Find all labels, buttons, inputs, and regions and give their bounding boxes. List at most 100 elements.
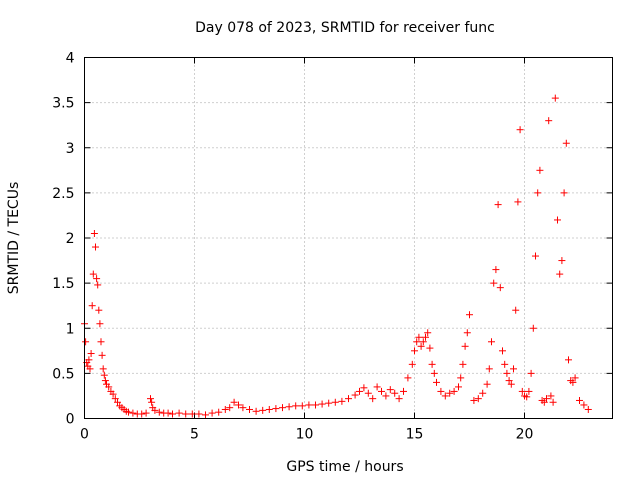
data-point	[558, 257, 566, 265]
data-point	[545, 117, 553, 125]
data-point	[503, 369, 511, 377]
data-point	[386, 386, 394, 394]
data-point	[413, 338, 421, 346]
data-point	[373, 383, 381, 391]
data-point	[496, 284, 504, 292]
data-point	[525, 387, 533, 395]
data-point	[422, 333, 429, 341]
data-point	[148, 398, 156, 406]
data-point	[571, 374, 579, 382]
data-point	[88, 302, 96, 310]
data-point	[501, 360, 509, 368]
data-point	[514, 198, 522, 206]
x-tick-label: 10	[296, 427, 314, 443]
data-point	[86, 365, 94, 373]
y-tick-label: 1.5	[52, 276, 74, 292]
data-point	[474, 395, 482, 403]
data-point	[584, 405, 592, 413]
data-point	[90, 229, 98, 237]
data-point	[549, 398, 557, 406]
data-point	[554, 216, 561, 224]
data-point	[226, 404, 234, 412]
data-point	[98, 351, 106, 359]
data-point	[534, 189, 542, 197]
data-point	[312, 401, 319, 409]
data-point	[252, 407, 260, 415]
data-point	[182, 410, 190, 418]
data-point	[580, 401, 588, 409]
data-point	[516, 126, 524, 134]
plot-frame	[84, 57, 613, 419]
data-point	[356, 387, 363, 395]
data-point	[395, 395, 403, 403]
data-point	[382, 392, 390, 400]
data-point	[360, 384, 368, 392]
data-point	[331, 398, 339, 406]
data-point	[415, 333, 423, 341]
data-point	[518, 387, 526, 395]
data-point	[272, 405, 280, 413]
data-point	[147, 395, 154, 403]
data-point	[155, 408, 163, 416]
data-point	[105, 383, 113, 391]
data-point	[466, 311, 473, 319]
data-point	[338, 397, 346, 405]
data-point	[446, 389, 454, 397]
x-tick-label: 15	[406, 427, 424, 443]
data-point	[351, 391, 359, 399]
data-point	[536, 166, 544, 174]
data-point	[95, 306, 103, 314]
data-point	[411, 347, 418, 355]
data-point	[138, 410, 146, 418]
data-point	[265, 405, 273, 413]
data-point	[457, 374, 465, 382]
data-point	[298, 402, 306, 410]
data-point	[424, 329, 432, 337]
y-tick-label: 3.5	[52, 96, 74, 112]
data-point	[455, 383, 462, 391]
data-point	[97, 338, 105, 346]
data-point	[562, 139, 570, 147]
data-point	[235, 401, 242, 409]
y-tick-label: 4	[66, 51, 75, 67]
data-point	[512, 306, 520, 314]
data-point	[369, 395, 377, 403]
data-point	[246, 405, 253, 413]
data-point	[99, 365, 107, 373]
data-point	[195, 410, 203, 418]
data-point	[125, 408, 132, 416]
data-point	[428, 360, 436, 368]
data-point	[479, 389, 487, 397]
x-tick-label: 20	[516, 427, 534, 443]
data-point	[364, 389, 372, 397]
data-point	[129, 409, 137, 417]
y-axis-label: SRMTID / TECUs	[6, 182, 22, 295]
y-tick-label: 2.5	[52, 186, 74, 202]
data-point	[169, 410, 176, 418]
data-point	[151, 406, 159, 414]
y-tick-label: 3	[66, 141, 75, 157]
data-point	[565, 356, 572, 364]
data-point	[400, 387, 407, 395]
data-point	[188, 410, 196, 418]
chart-title: Day 078 of 2023, SRMTID for receiver fun…	[195, 20, 495, 36]
data-point	[259, 406, 267, 414]
x-tick-label: 5	[190, 427, 199, 443]
y-tick-label: 2	[66, 231, 75, 247]
data-point	[494, 201, 502, 209]
data-point	[111, 395, 119, 403]
data-point	[89, 270, 97, 278]
y-tick-label: 0	[66, 412, 75, 428]
grid	[84, 57, 613, 419]
data-point	[540, 398, 548, 406]
x-tick-label: 0	[80, 427, 89, 443]
data-point	[437, 387, 445, 395]
data-point	[417, 342, 425, 350]
data-point	[433, 378, 440, 386]
data-point	[510, 365, 517, 373]
data-point	[441, 392, 449, 400]
x-axis-label: GPS time / hours	[286, 459, 403, 475]
data-point	[547, 392, 555, 400]
data-point	[527, 369, 535, 377]
data-point	[378, 387, 385, 395]
